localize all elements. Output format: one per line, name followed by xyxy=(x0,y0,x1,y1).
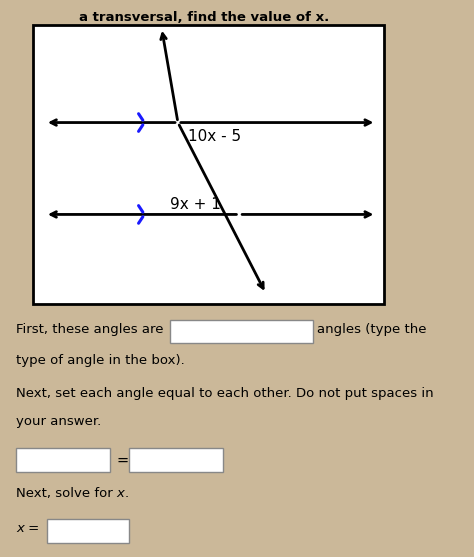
Text: .: . xyxy=(125,487,129,500)
Text: x =: x = xyxy=(17,522,40,535)
Text: First, these angles are: First, these angles are xyxy=(17,323,164,336)
Text: 10x - 5: 10x - 5 xyxy=(188,129,241,144)
Text: =: = xyxy=(117,453,129,467)
Text: type of angle in the box).: type of angle in the box). xyxy=(17,354,185,367)
Text: angles (type the: angles (type the xyxy=(317,323,427,336)
Bar xyxy=(33,25,384,304)
Text: a transversal, find the value of x.: a transversal, find the value of x. xyxy=(79,11,329,24)
Bar xyxy=(17,448,110,472)
Bar xyxy=(47,519,129,543)
Text: your answer.: your answer. xyxy=(17,415,101,428)
Text: x: x xyxy=(117,487,125,500)
Text: 9x + 1: 9x + 1 xyxy=(170,197,220,212)
Bar xyxy=(170,320,313,343)
Text: Next, set each angle equal to each other. Do not put spaces in: Next, set each angle equal to each other… xyxy=(17,387,434,400)
Bar xyxy=(129,448,223,472)
Text: Next, solve for: Next, solve for xyxy=(17,487,118,500)
